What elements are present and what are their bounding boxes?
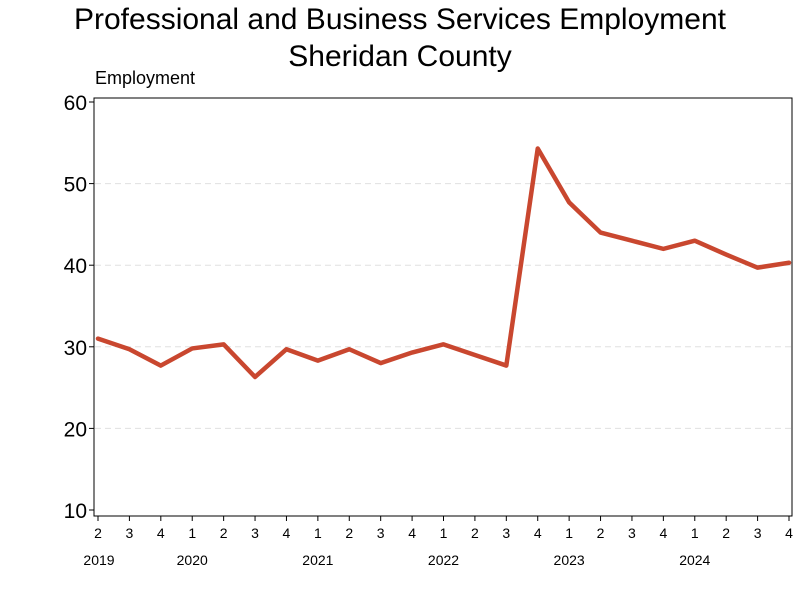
x-tick-label: 1 bbox=[314, 525, 322, 541]
x-tick-label: 4 bbox=[408, 525, 416, 541]
x-tick-label: 2 bbox=[220, 525, 228, 541]
y-tick-label: 40 bbox=[64, 255, 87, 278]
x-tick-label: 4 bbox=[157, 525, 165, 541]
x-tick-label: 3 bbox=[126, 525, 134, 541]
x-tick-label: 2 bbox=[471, 525, 479, 541]
y-tick-label: 10 bbox=[64, 500, 87, 523]
y-tick-label: 20 bbox=[64, 418, 87, 441]
x-axis: 2 3 4 1 2 3 4 1 2 3 4 1 2 3 4 1 2 3 4 1 2 3 4 2019 2020 2021 2022 2… bbox=[83, 516, 793, 568]
series-line bbox=[95, 146, 792, 380]
x-tick-label: 4 bbox=[659, 525, 667, 541]
x-tick-label: 1 bbox=[440, 525, 448, 541]
x-tick-label: 1 bbox=[188, 525, 196, 541]
y-tick-label: 50 bbox=[64, 174, 87, 197]
y-tick-label: 30 bbox=[64, 337, 87, 360]
series-layer bbox=[95, 146, 792, 380]
x-tick-label: 3 bbox=[251, 525, 259, 541]
x-tick-label: 1 bbox=[565, 525, 573, 541]
x-tick-label: 2 bbox=[94, 525, 102, 541]
y-axis: 10 20 30 40 50 60 bbox=[64, 92, 94, 523]
x-tick-label: 2 bbox=[345, 525, 353, 541]
year-label: 2022 bbox=[428, 552, 459, 568]
x-tick-label: 1 bbox=[691, 525, 699, 541]
x-tick-label: 4 bbox=[785, 525, 793, 541]
x-tick-label: 3 bbox=[377, 525, 385, 541]
y-tick-label: 60 bbox=[64, 92, 87, 115]
year-label: 2023 bbox=[554, 552, 585, 568]
chart-subtitle: Sheridan County bbox=[288, 40, 512, 73]
plot-frame bbox=[93, 97, 793, 517]
chart-title: Professional and Business Services Emplo… bbox=[74, 3, 726, 36]
x-tick-label: 3 bbox=[628, 525, 636, 541]
x-tick-label: 3 bbox=[502, 525, 510, 541]
y-axis-label: Employment bbox=[95, 68, 196, 88]
x-tick-label: 2 bbox=[597, 525, 605, 541]
grid-lines bbox=[95, 183, 791, 429]
x-tick-label: 3 bbox=[754, 525, 762, 541]
x-tick-label: 4 bbox=[534, 525, 542, 541]
year-label: 2024 bbox=[679, 552, 710, 568]
x-tick-label: 4 bbox=[283, 525, 291, 541]
year-label: 2020 bbox=[177, 552, 208, 568]
x-tick-label: 2 bbox=[722, 525, 730, 541]
year-label: 2021 bbox=[302, 552, 333, 568]
year-label: 2019 bbox=[83, 552, 114, 568]
